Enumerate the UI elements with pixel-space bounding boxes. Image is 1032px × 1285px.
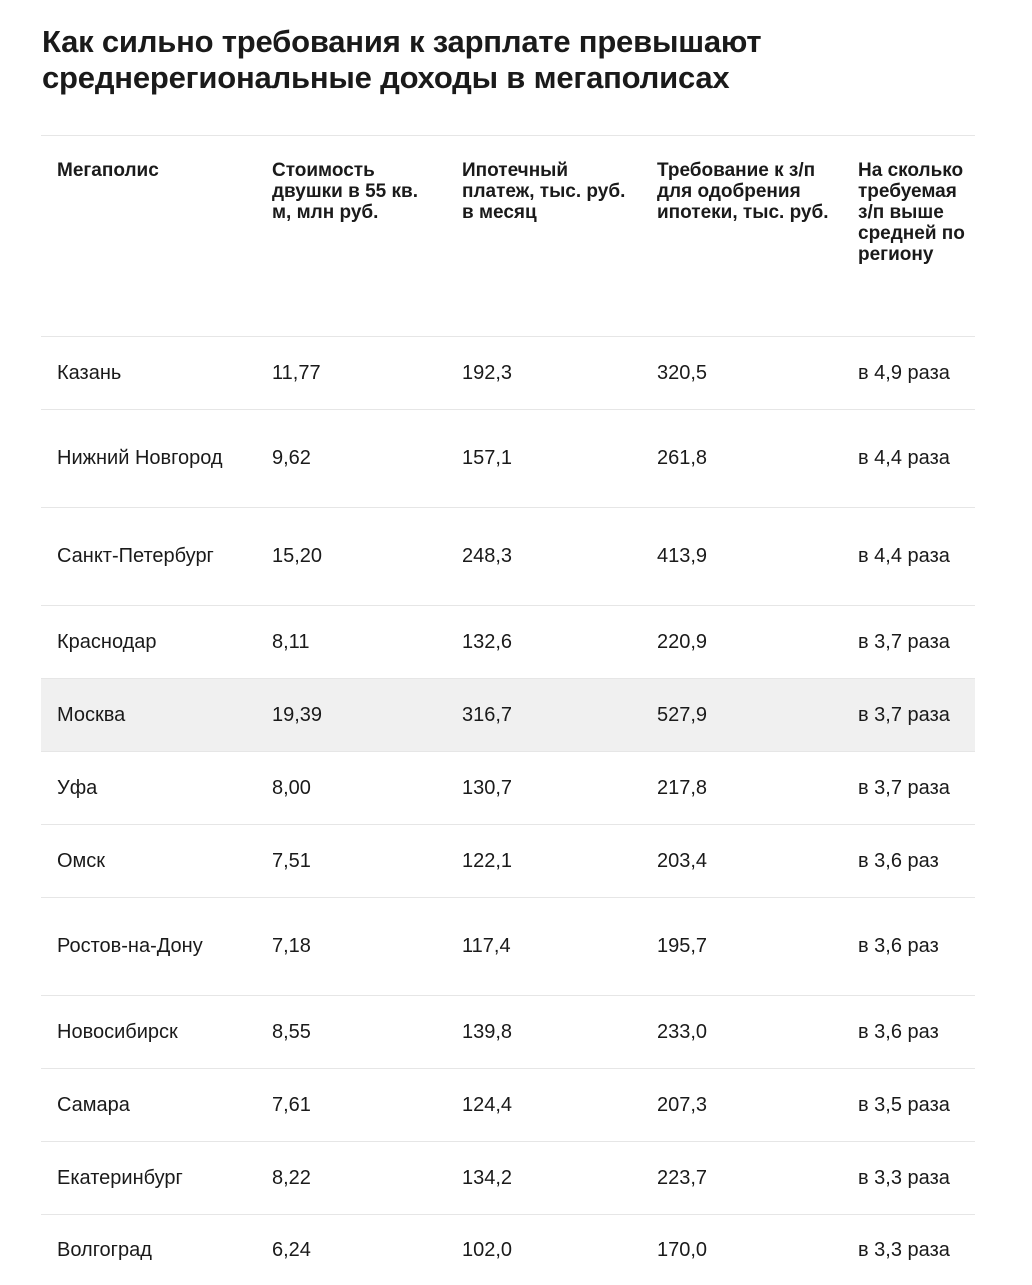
cell-salary: 413,9 bbox=[641, 508, 842, 606]
cell-payment: 316,7 bbox=[446, 679, 641, 752]
cell-payment: 248,3 bbox=[446, 508, 641, 606]
cell-ratio: в 3,6 раз bbox=[842, 996, 975, 1069]
cell-salary: 223,7 bbox=[641, 1142, 842, 1215]
header-required-salary: Требование к з/п для одобрения ипотеки, … bbox=[641, 136, 842, 337]
cell-city: Уфа bbox=[41, 752, 256, 825]
table-header: Мегаполис Стоимость двушки в 55 кв. м, м… bbox=[41, 136, 975, 337]
cell-city: Москва bbox=[41, 679, 256, 752]
cell-ratio: в 4,9 раза bbox=[842, 337, 975, 410]
cell-salary: 170,0 bbox=[641, 1215, 842, 1285]
cell-price: 7,18 bbox=[256, 898, 446, 996]
cell-price: 6,24 bbox=[256, 1215, 446, 1285]
cell-payment: 192,3 bbox=[446, 337, 641, 410]
cell-city: Ростов-на-Дону bbox=[41, 898, 256, 996]
table-row: Краснодар 8,11 132,6 220,9 в 3,7 раза bbox=[41, 606, 975, 679]
cell-salary: 233,0 bbox=[641, 996, 842, 1069]
cell-city: Самара bbox=[41, 1069, 256, 1142]
cell-price: 8,00 bbox=[256, 752, 446, 825]
cell-ratio: в 3,5 раза bbox=[842, 1069, 975, 1142]
cell-payment: 130,7 bbox=[446, 752, 641, 825]
cell-salary: 320,5 bbox=[641, 337, 842, 410]
table-row-highlighted: Москва 19,39 316,7 527,9 в 3,7 раза bbox=[41, 679, 975, 752]
cell-payment: 134,2 bbox=[446, 1142, 641, 1215]
page-title: Как сильно требования к зарплате превыша… bbox=[42, 24, 982, 96]
table-row: Самара 7,61 124,4 207,3 в 3,5 раза bbox=[41, 1069, 975, 1142]
cell-salary: 220,9 bbox=[641, 606, 842, 679]
cell-ratio: в 3,3 раза bbox=[842, 1215, 975, 1285]
cell-city: Санкт-Петербург bbox=[41, 508, 256, 606]
cell-price: 11,77 bbox=[256, 337, 446, 410]
cell-ratio: в 4,4 раза bbox=[842, 508, 975, 606]
cell-price: 8,11 bbox=[256, 606, 446, 679]
cell-salary: 261,8 bbox=[641, 410, 842, 508]
cell-payment: 139,8 bbox=[446, 996, 641, 1069]
table-row: Санкт-Петербург 15,20 248,3 413,9 в 4,4 … bbox=[41, 508, 975, 606]
cell-ratio: в 3,6 раз bbox=[842, 898, 975, 996]
table-row: Омск 7,51 122,1 203,4 в 3,6 раз bbox=[41, 825, 975, 898]
table-row: Нижний Новгород 9,62 157,1 261,8 в 4,4 р… bbox=[41, 410, 975, 508]
cell-ratio: в 3,3 раза bbox=[842, 1142, 975, 1215]
cell-payment: 122,1 bbox=[446, 825, 641, 898]
cell-city: Нижний Новгород bbox=[41, 410, 256, 508]
cell-payment: 157,1 bbox=[446, 410, 641, 508]
header-mortgage-payment: Ипотечный платеж, тыс. руб. в месяц bbox=[446, 136, 641, 337]
cell-price: 8,55 bbox=[256, 996, 446, 1069]
table-row: Екатеринбург 8,22 134,2 223,7 в 3,3 раза bbox=[41, 1142, 975, 1215]
cell-price: 7,61 bbox=[256, 1069, 446, 1142]
header-city: Мегаполис bbox=[41, 136, 256, 337]
cell-payment: 117,4 bbox=[446, 898, 641, 996]
header-salary-ratio: На сколько требуемая з/п выше средней по… bbox=[842, 136, 975, 337]
cell-salary: 207,3 bbox=[641, 1069, 842, 1142]
table-row: Казань 11,77 192,3 320,5 в 4,9 раза bbox=[41, 337, 975, 410]
cell-price: 15,20 bbox=[256, 508, 446, 606]
cell-city: Краснодар bbox=[41, 606, 256, 679]
table-body: Казань 11,77 192,3 320,5 в 4,9 раза Нижн… bbox=[41, 337, 975, 1285]
table-row: Ростов-на-Дону 7,18 117,4 195,7 в 3,6 ра… bbox=[41, 898, 975, 996]
cell-city: Волгоград bbox=[41, 1215, 256, 1285]
cell-price: 19,39 bbox=[256, 679, 446, 752]
cell-city: Казань bbox=[41, 337, 256, 410]
cell-salary: 203,4 bbox=[641, 825, 842, 898]
table-row: Новосибирск 8,55 139,8 233,0 в 3,6 раз bbox=[41, 996, 975, 1069]
cell-price: 9,62 bbox=[256, 410, 446, 508]
cell-ratio: в 3,6 раз bbox=[842, 825, 975, 898]
table-row: Волгоград 6,24 102,0 170,0 в 3,3 раза bbox=[41, 1215, 975, 1285]
cell-price: 8,22 bbox=[256, 1142, 446, 1215]
cell-ratio: в 3,7 раза bbox=[842, 606, 975, 679]
cell-city: Новосибирск bbox=[41, 996, 256, 1069]
table-header-row: Мегаполис Стоимость двушки в 55 кв. м, м… bbox=[41, 136, 975, 337]
cell-city: Екатеринбург bbox=[41, 1142, 256, 1215]
cell-salary: 195,7 bbox=[641, 898, 842, 996]
header-apartment-price: Стоимость двушки в 55 кв. м, млн руб. bbox=[256, 136, 446, 337]
cell-salary: 527,9 bbox=[641, 679, 842, 752]
cell-payment: 102,0 bbox=[446, 1215, 641, 1285]
salary-comparison-table: Мегаполис Стоимость двушки в 55 кв. м, м… bbox=[41, 135, 975, 1285]
cell-payment: 124,4 bbox=[446, 1069, 641, 1142]
cell-salary: 217,8 bbox=[641, 752, 842, 825]
cell-ratio: в 4,4 раза bbox=[842, 410, 975, 508]
cell-payment: 132,6 bbox=[446, 606, 641, 679]
cell-city: Омск bbox=[41, 825, 256, 898]
cell-ratio: в 3,7 раза bbox=[842, 679, 975, 752]
cell-ratio: в 3,7 раза bbox=[842, 752, 975, 825]
table-row: Уфа 8,00 130,7 217,8 в 3,7 раза bbox=[41, 752, 975, 825]
salary-comparison-table-wrapper: Мегаполис Стоимость двушки в 55 кв. м, м… bbox=[41, 135, 975, 1285]
cell-price: 7,51 bbox=[256, 825, 446, 898]
